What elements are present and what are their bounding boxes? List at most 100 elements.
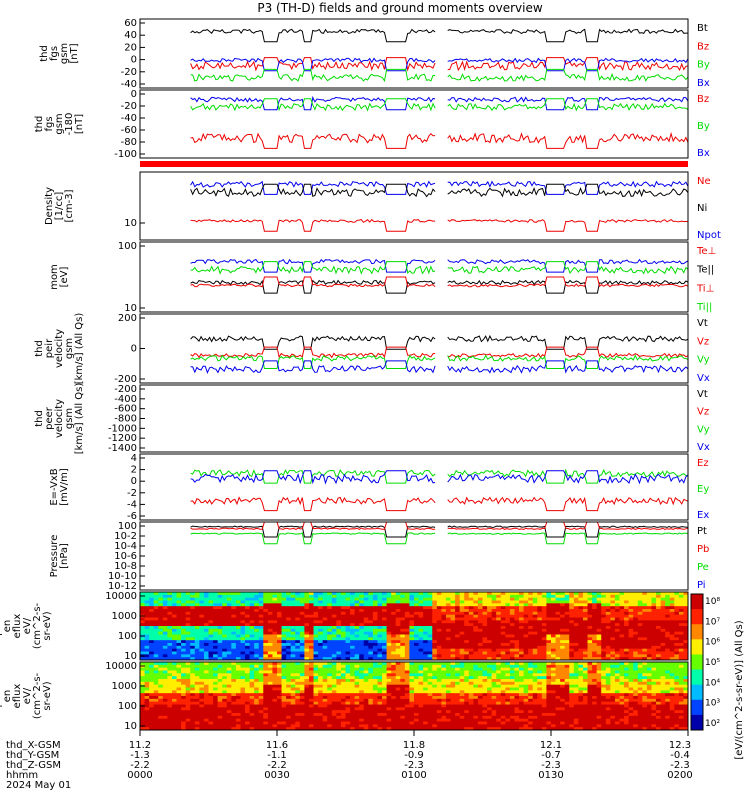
spectrogram-cell — [464, 631, 470, 635]
spectrogram-cell — [286, 679, 292, 683]
spectrogram-cell — [391, 713, 397, 717]
spectrogram-cell — [423, 664, 429, 669]
spectrogram-cell — [295, 693, 301, 697]
spectrogram-cell — [386, 704, 392, 708]
spectrogram-cell — [249, 597, 255, 601]
spectrogram-cell — [382, 609, 387, 613]
spectrogram-cell — [222, 721, 228, 725]
spectrogram-cell — [651, 634, 657, 638]
spectrogram-cell — [149, 687, 155, 691]
spectrogram-cell — [377, 718, 383, 722]
spectrogram-cell — [596, 631, 602, 635]
spectrogram-cell — [277, 643, 282, 647]
spectrogram-cell — [628, 645, 634, 650]
spectrogram-cell — [167, 684, 173, 688]
spectrogram-cell — [532, 592, 538, 596]
spectrogram-cell — [377, 611, 383, 616]
spectrogram-cell — [363, 676, 369, 680]
spectrogram-cell — [231, 687, 237, 691]
spectrogram-cell — [464, 614, 470, 618]
spectrogram-cell — [477, 617, 483, 621]
spectrogram-cell — [185, 704, 191, 708]
spectrogram-cell — [208, 710, 214, 714]
spectrogram-cell — [158, 617, 164, 621]
spectrogram-cell — [144, 724, 150, 728]
spectrogram-cell — [414, 681, 419, 686]
spectrogram-cell — [313, 698, 319, 703]
spectrogram-cell — [423, 676, 429, 680]
spectrogram-cell — [633, 592, 639, 596]
spectrogram-cell — [391, 594, 397, 599]
spectrogram-cell — [660, 637, 666, 641]
ytick-label: 20 — [124, 42, 137, 53]
spectrogram-cell — [249, 698, 255, 703]
spectrogram-cell — [404, 603, 410, 607]
spectrogram-cell — [272, 626, 278, 630]
spectrogram-cell — [487, 620, 493, 624]
spectrogram-cell — [254, 713, 260, 717]
spectrogram-cell — [254, 592, 260, 596]
spectrogram-cell — [350, 704, 356, 708]
spectrogram-cell — [496, 662, 502, 666]
spectrogram-cell — [519, 651, 524, 655]
spectrogram-cell — [377, 609, 383, 613]
spectrogram-cell — [423, 693, 429, 697]
spectrogram-cell — [185, 673, 191, 677]
spectrogram-cell — [304, 676, 310, 680]
spectrogram-cell — [464, 592, 470, 596]
spectrogram-cell — [391, 651, 397, 655]
spectrogram-cell — [459, 651, 465, 655]
spectrogram-cell — [203, 640, 209, 644]
spectrogram-cell — [546, 631, 552, 635]
spectrogram-cell — [633, 623, 639, 627]
spectrogram-cell — [477, 603, 483, 607]
spectrogram-cell — [153, 687, 159, 691]
spectrogram-cell — [213, 704, 219, 708]
spectrogram-cell — [382, 710, 387, 714]
spectrogram-cell — [496, 687, 502, 691]
spectrogram-cell — [263, 676, 269, 680]
spectrogram-cell — [537, 594, 543, 599]
spectrogram-cell — [423, 679, 429, 683]
spectrogram-cell — [176, 651, 182, 655]
spectrogram-cell — [363, 614, 369, 618]
spectrogram-cell — [185, 645, 191, 650]
spectrogram-cell — [473, 718, 479, 722]
spectrogram-cell — [158, 628, 164, 633]
spectrogram-cell — [409, 592, 415, 596]
spectrogram-cell — [190, 673, 196, 677]
spectrogram-cell — [295, 727, 301, 731]
spectrogram-cell — [601, 606, 607, 610]
spectrogram-cell — [226, 693, 232, 697]
spectrogram-cell — [482, 713, 488, 717]
spectrogram-cell — [318, 721, 324, 725]
spectrogram-cell — [222, 606, 228, 610]
spectrogram-cell — [669, 600, 675, 604]
spectrogram-cell — [601, 628, 607, 633]
spectrogram-cell — [678, 637, 684, 641]
spectrogram-cell — [336, 670, 342, 674]
spectrogram-cell — [263, 623, 269, 627]
spectrogram-cell — [450, 707, 456, 711]
spectrogram-cell — [665, 645, 671, 650]
ytick-label: 10 — [124, 303, 137, 314]
spectrogram-cell — [149, 715, 155, 720]
spectrogram-cell — [190, 727, 196, 731]
spectrogram-cell — [505, 684, 511, 688]
spectrogram-cell — [569, 634, 575, 638]
spectrogram-cell — [350, 713, 356, 717]
spectrogram-cell — [368, 684, 374, 688]
ytick-label: -4 — [127, 499, 137, 510]
spectrogram-cell — [226, 620, 232, 624]
spectrogram-cell — [496, 707, 502, 711]
spectrogram-cell — [295, 603, 301, 607]
spectrogram-cell — [185, 611, 191, 616]
spectrogram-cell — [354, 718, 360, 722]
spectrogram-cell — [509, 667, 515, 671]
spectrogram-cell — [340, 597, 346, 601]
spectrogram-cell — [350, 724, 356, 728]
spectrogram-cell — [637, 651, 643, 655]
spectrogram-cell — [537, 648, 543, 652]
spectrogram-cell — [400, 713, 406, 717]
spectrogram-cell — [295, 673, 301, 677]
